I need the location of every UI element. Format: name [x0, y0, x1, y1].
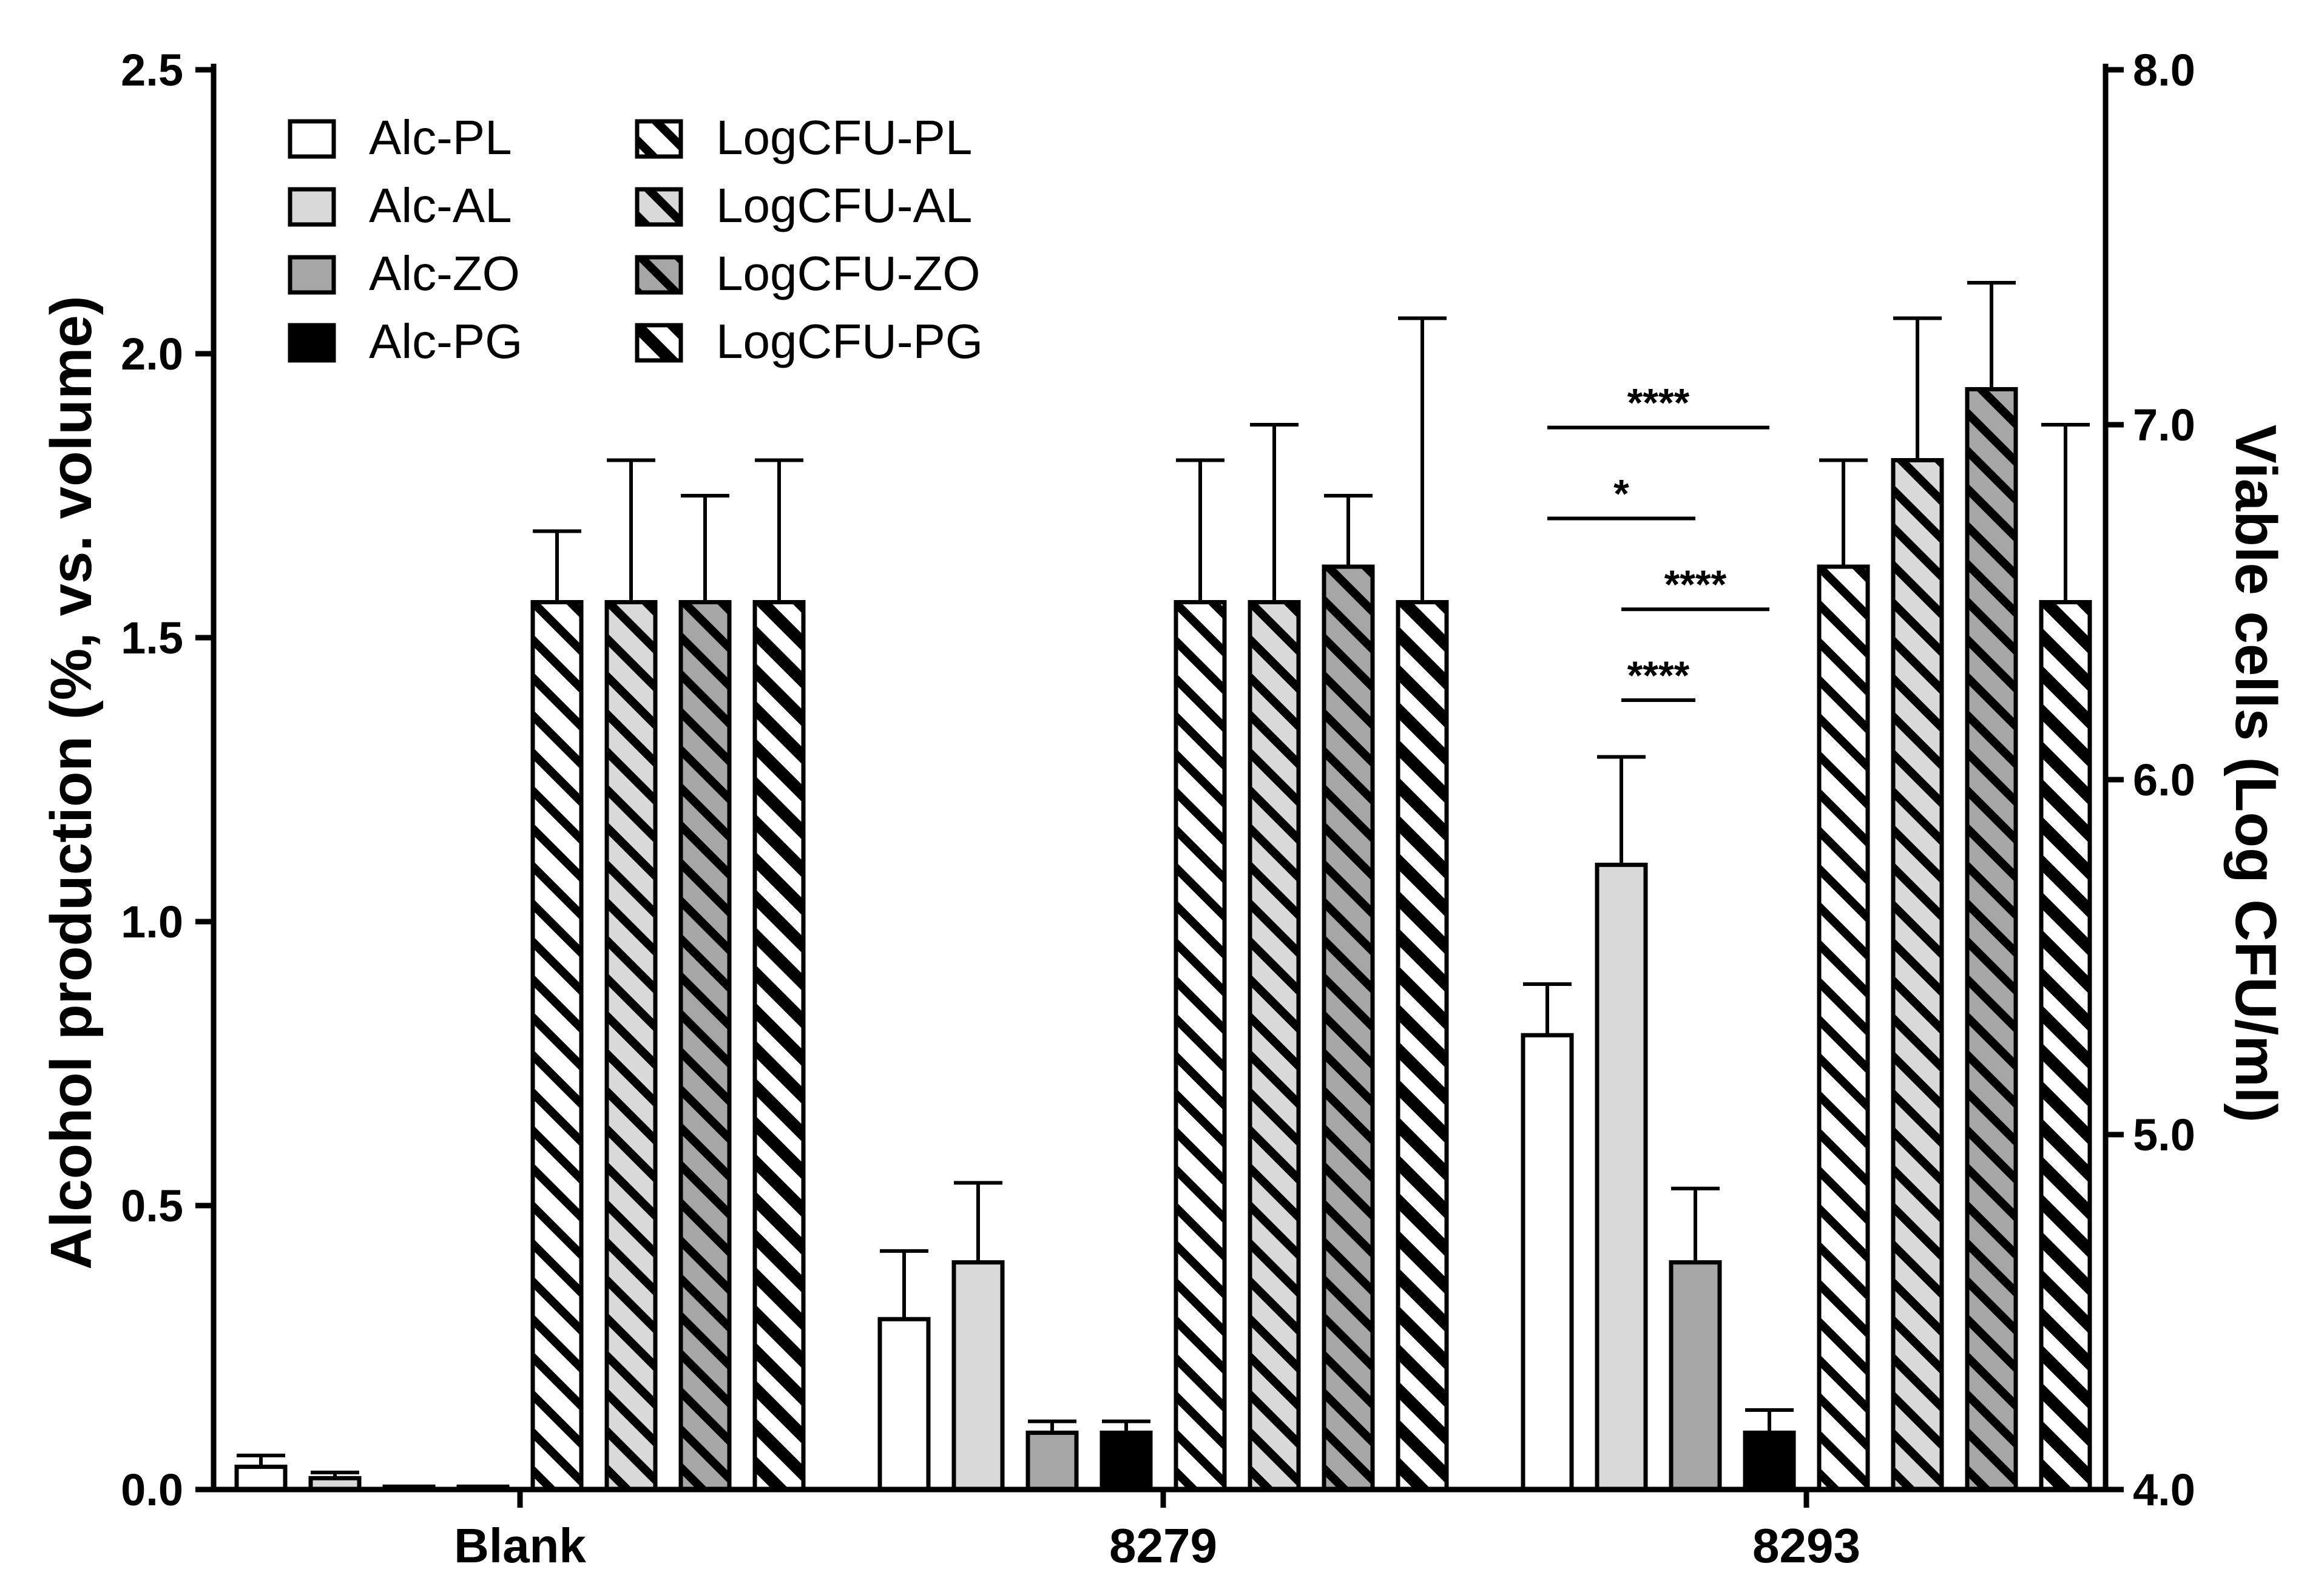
legend-label: LogCFU-AL [716, 178, 972, 232]
legend: Alc-PL Alc-AL Alc-ZO Alc-PG LogCFU-PL LogCFU-… [288, 110, 983, 368]
bar [1595, 862, 1648, 1492]
legend-label: Alc-PL [369, 110, 512, 164]
legend-item-logcfu-pl: LogCFU-PL [635, 110, 972, 164]
bar [1521, 1033, 1574, 1492]
legend-label: LogCFU-PG [716, 314, 983, 368]
bar [1965, 387, 2018, 1492]
bar [1891, 458, 1944, 1492]
bar [1100, 1430, 1153, 1492]
significance-label: **** [1627, 380, 1690, 425]
legend-item-alc-al: Alc-AL [288, 178, 512, 232]
legend-label: LogCFU-ZO [716, 246, 981, 300]
legend-swatch [635, 119, 683, 159]
y-tick-label: 0.0 [121, 1465, 183, 1515]
bar-group-alc-pl-blank [234, 1453, 288, 1492]
y2-tick-label: 8.0 [2133, 45, 2195, 95]
x-tick-label: 8293 [1752, 1519, 1860, 1569]
bar [1322, 564, 1375, 1492]
legend-swatch [635, 323, 683, 363]
bar [1396, 600, 1449, 1492]
legend-swatch [635, 187, 683, 227]
legend-item-alc-pg: Alc-PG [288, 314, 522, 368]
y2-axis-title: Viable cells (Log CFU/ml) [2223, 425, 2288, 1122]
legend-label: LogCFU-PL [716, 110, 972, 164]
y2-tick-label: 7.0 [2133, 400, 2195, 450]
y-tick-label: 1.5 [121, 613, 183, 663]
bar-group-alc-zo-8279 [1025, 1419, 1079, 1492]
bar [1025, 1430, 1079, 1492]
bar [951, 1260, 1005, 1492]
bars-layer [234, 281, 2092, 1492]
legend-label: Alc-AL [369, 178, 512, 232]
bar-group-alc-pg-8293 [1743, 1408, 1796, 1492]
legend-label: Alc-ZO [369, 246, 520, 300]
bar [1248, 600, 1301, 1492]
bar-group-logcfu-zo-8293 [1965, 281, 2018, 1492]
legend-swatch [288, 255, 336, 295]
legend-item-logcfu-al: LogCFU-AL [635, 178, 972, 232]
axes-layer: 0.0 0.5 1.0 1.5 2.0 2.5 4.0 5.0 6.0 7.0 8.0 Blank 82… [121, 45, 2195, 1569]
bar [604, 600, 658, 1492]
y-tick-label: 1.0 [121, 897, 183, 947]
bar [234, 1465, 288, 1492]
legend-item-logcfu-pg: LogCFU-PG [635, 314, 983, 368]
bar-group-logcfu-pg-blank [752, 458, 806, 1492]
y-axis-title: Alcohol production (%, vs. volume) [39, 295, 104, 1269]
y2-tick-label: 5.0 [2133, 1110, 2195, 1160]
legend-item-logcfu-zo: LogCFU-ZO [635, 246, 981, 300]
bar-group-alc-pl-8279 [877, 1249, 931, 1492]
bar-group-logcfu-zo-8279 [1322, 494, 1375, 1492]
x-tick-label: 8279 [1109, 1519, 1217, 1569]
legend-item-alc-pl: Alc-PL [288, 110, 512, 164]
significance-label: * [1613, 471, 1629, 516]
bar [1743, 1430, 1796, 1492]
bar-group-alc-pl-8293 [1521, 982, 1574, 1492]
bar-group-logcfu-al-8293 [1891, 316, 1944, 1492]
bar [1669, 1260, 1722, 1492]
bar [530, 600, 584, 1492]
bar-group-alc-al-8279 [951, 1181, 1005, 1492]
bar-group-logcfu-zo-blank [678, 494, 732, 1492]
bar [877, 1317, 931, 1492]
y2-tick-label: 4.0 [2133, 1465, 2195, 1515]
significance-label: **** [1664, 562, 1727, 607]
bar-group-logcfu-pl-8279 [1174, 458, 1227, 1492]
bar [678, 600, 732, 1492]
y-tick-label: 0.5 [121, 1181, 183, 1231]
bar-group-logcfu-pl-blank [530, 529, 584, 1492]
bar-group-logcfu-pg-8293 [2039, 423, 2092, 1492]
bar-group-logcfu-pg-8279 [1396, 316, 1449, 1492]
x-tick-label: Blank [454, 1519, 586, 1569]
legend-swatch [288, 119, 336, 159]
bar-group-alc-zo-8293 [1669, 1186, 1722, 1492]
bar [1174, 600, 1227, 1492]
legend-swatch [288, 323, 336, 363]
bar-group-logcfu-al-blank [604, 458, 658, 1492]
y-tick-label: 2.0 [121, 329, 183, 379]
legend-swatch [635, 255, 683, 295]
significance-label: **** [1627, 653, 1690, 698]
bar-group-logcfu-al-8279 [1248, 423, 1301, 1492]
bar-group-logcfu-pl-8293 [1817, 458, 1870, 1492]
y2-tick-label: 6.0 [2133, 755, 2195, 805]
legend-item-alc-zo: Alc-ZO [288, 246, 520, 300]
bar-group-alc-pg-8279 [1100, 1419, 1153, 1492]
legend-swatch [288, 187, 336, 227]
bar [2039, 600, 2092, 1492]
significance-layer: ************* [1547, 380, 1769, 702]
bar [752, 600, 806, 1492]
bar [1817, 564, 1870, 1492]
bar-group-alc-al-8293 [1595, 755, 1648, 1492]
legend-label: Alc-PG [369, 314, 522, 368]
y-tick-label: 2.5 [121, 45, 183, 95]
